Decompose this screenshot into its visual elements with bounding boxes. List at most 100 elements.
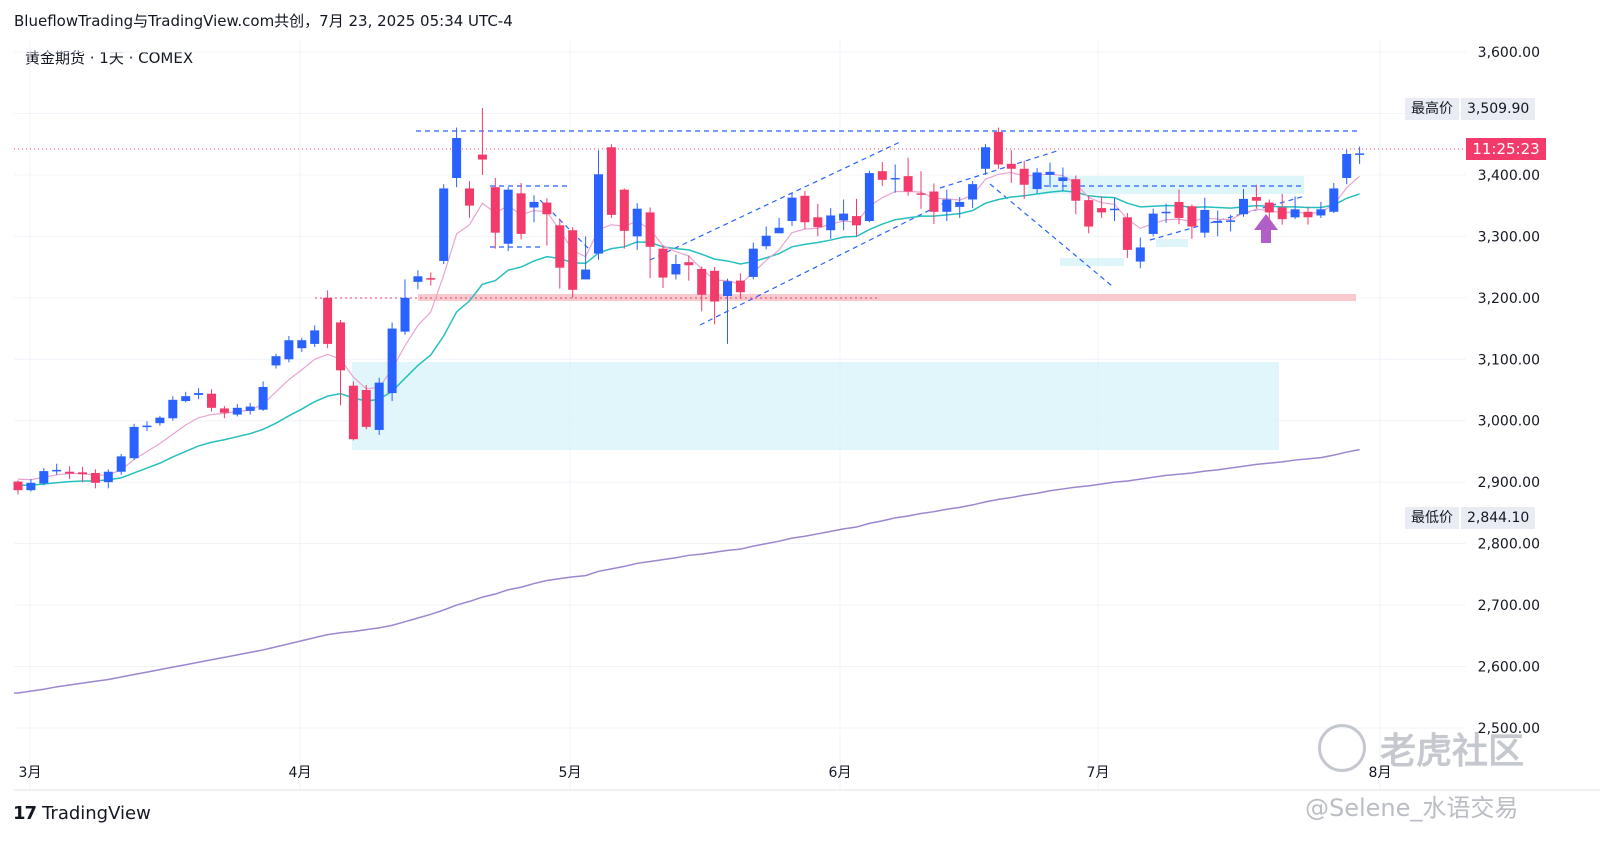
candle[interactable] (155, 415, 165, 426)
candle[interactable] (490, 177, 500, 249)
candle[interactable] (761, 226, 771, 250)
candle[interactable] (594, 150, 603, 260)
candle[interactable] (890, 164, 900, 193)
candle[interactable] (632, 203, 642, 250)
candle[interactable] (323, 290, 333, 349)
candle[interactable] (1161, 203, 1171, 223)
candle[interactable] (26, 479, 36, 492)
candle[interactable] (1200, 197, 1210, 238)
candle[interactable] (1329, 182, 1339, 214)
candle[interactable] (1355, 146, 1365, 164)
candle[interactable] (877, 162, 887, 186)
candle[interactable] (1097, 196, 1107, 218)
candle[interactable] (787, 193, 797, 226)
candle[interactable] (387, 322, 397, 402)
candle[interactable] (1251, 184, 1261, 209)
candle[interactable] (1342, 149, 1352, 185)
candle[interactable] (710, 267, 720, 325)
candle[interactable] (336, 319, 345, 406)
candle[interactable] (1239, 189, 1248, 217)
candle[interactable] (168, 396, 178, 421)
candle[interactable] (1110, 198, 1119, 221)
candle[interactable] (194, 388, 204, 400)
candle[interactable] (52, 463, 62, 475)
tradingview-logo[interactable]: 17 TradingView (13, 803, 151, 824)
candle[interactable] (568, 227, 578, 298)
candle[interactable] (348, 381, 358, 441)
candle[interactable] (426, 272, 436, 286)
candle[interactable] (1058, 167, 1068, 191)
candle[interactable] (1032, 168, 1042, 194)
candle[interactable] (1045, 162, 1055, 188)
candle[interactable] (813, 203, 823, 237)
candle[interactable] (465, 181, 474, 218)
candle[interactable] (1277, 193, 1287, 225)
candle[interactable] (981, 144, 990, 175)
candle[interactable] (90, 469, 100, 489)
candle[interactable] (1264, 199, 1274, 220)
candle[interactable] (529, 195, 539, 223)
candle[interactable] (542, 198, 552, 246)
candle[interactable] (271, 353, 281, 369)
candle[interactable] (477, 107, 487, 175)
candle[interactable] (645, 207, 655, 279)
candle[interactable] (207, 389, 216, 412)
candle[interactable] (310, 325, 320, 347)
candle[interactable] (439, 184, 449, 265)
candle[interactable] (78, 466, 87, 483)
candle[interactable] (968, 181, 978, 209)
candle[interactable] (942, 189, 952, 221)
candle[interactable] (516, 182, 526, 240)
candle[interactable] (232, 404, 242, 417)
candle[interactable] (1290, 196, 1300, 220)
candle[interactable] (284, 335, 294, 363)
candle[interactable] (671, 254, 681, 280)
candle[interactable] (1174, 189, 1184, 225)
candle[interactable] (555, 218, 565, 289)
candle[interactable] (503, 187, 513, 252)
candle[interactable] (13, 480, 23, 495)
candle[interactable] (413, 270, 423, 290)
candle[interactable] (1006, 150, 1016, 183)
candle[interactable] (452, 127, 462, 188)
candle[interactable] (129, 423, 139, 461)
candle[interactable] (993, 127, 1003, 169)
candle[interactable] (39, 468, 49, 486)
candle[interactable] (864, 170, 874, 223)
candle[interactable] (245, 402, 255, 415)
candle[interactable] (1019, 160, 1029, 199)
candle[interactable] (297, 337, 307, 352)
candle[interactable] (1226, 214, 1236, 232)
candle[interactable] (619, 188, 629, 249)
candle[interactable] (1084, 195, 1094, 234)
candle[interactable] (65, 466, 75, 480)
candle[interactable] (1071, 175, 1081, 215)
candle[interactable] (774, 217, 784, 234)
candle[interactable] (955, 197, 965, 218)
candle[interactable] (1316, 201, 1326, 218)
candle[interactable] (826, 208, 836, 239)
candle[interactable] (839, 199, 849, 231)
candle[interactable] (116, 453, 126, 475)
candle[interactable] (400, 279, 410, 335)
candle[interactable] (103, 469, 113, 489)
candle[interactable] (800, 190, 810, 229)
candle[interactable] (1135, 237, 1145, 269)
candle[interactable] (581, 236, 591, 280)
candle[interactable] (374, 377, 384, 435)
candle[interactable] (852, 198, 861, 237)
candle[interactable] (1148, 208, 1158, 237)
candle[interactable] (142, 421, 152, 432)
candle[interactable] (606, 144, 616, 218)
candle[interactable] (361, 385, 371, 430)
candle[interactable] (748, 242, 758, 280)
candle[interactable] (903, 157, 913, 196)
candle[interactable] (697, 266, 707, 312)
candle[interactable] (181, 391, 191, 403)
candle[interactable] (1187, 204, 1197, 239)
candle[interactable] (1213, 210, 1223, 237)
candle[interactable] (916, 171, 926, 209)
candle[interactable] (684, 255, 694, 281)
candle[interactable] (723, 278, 732, 344)
